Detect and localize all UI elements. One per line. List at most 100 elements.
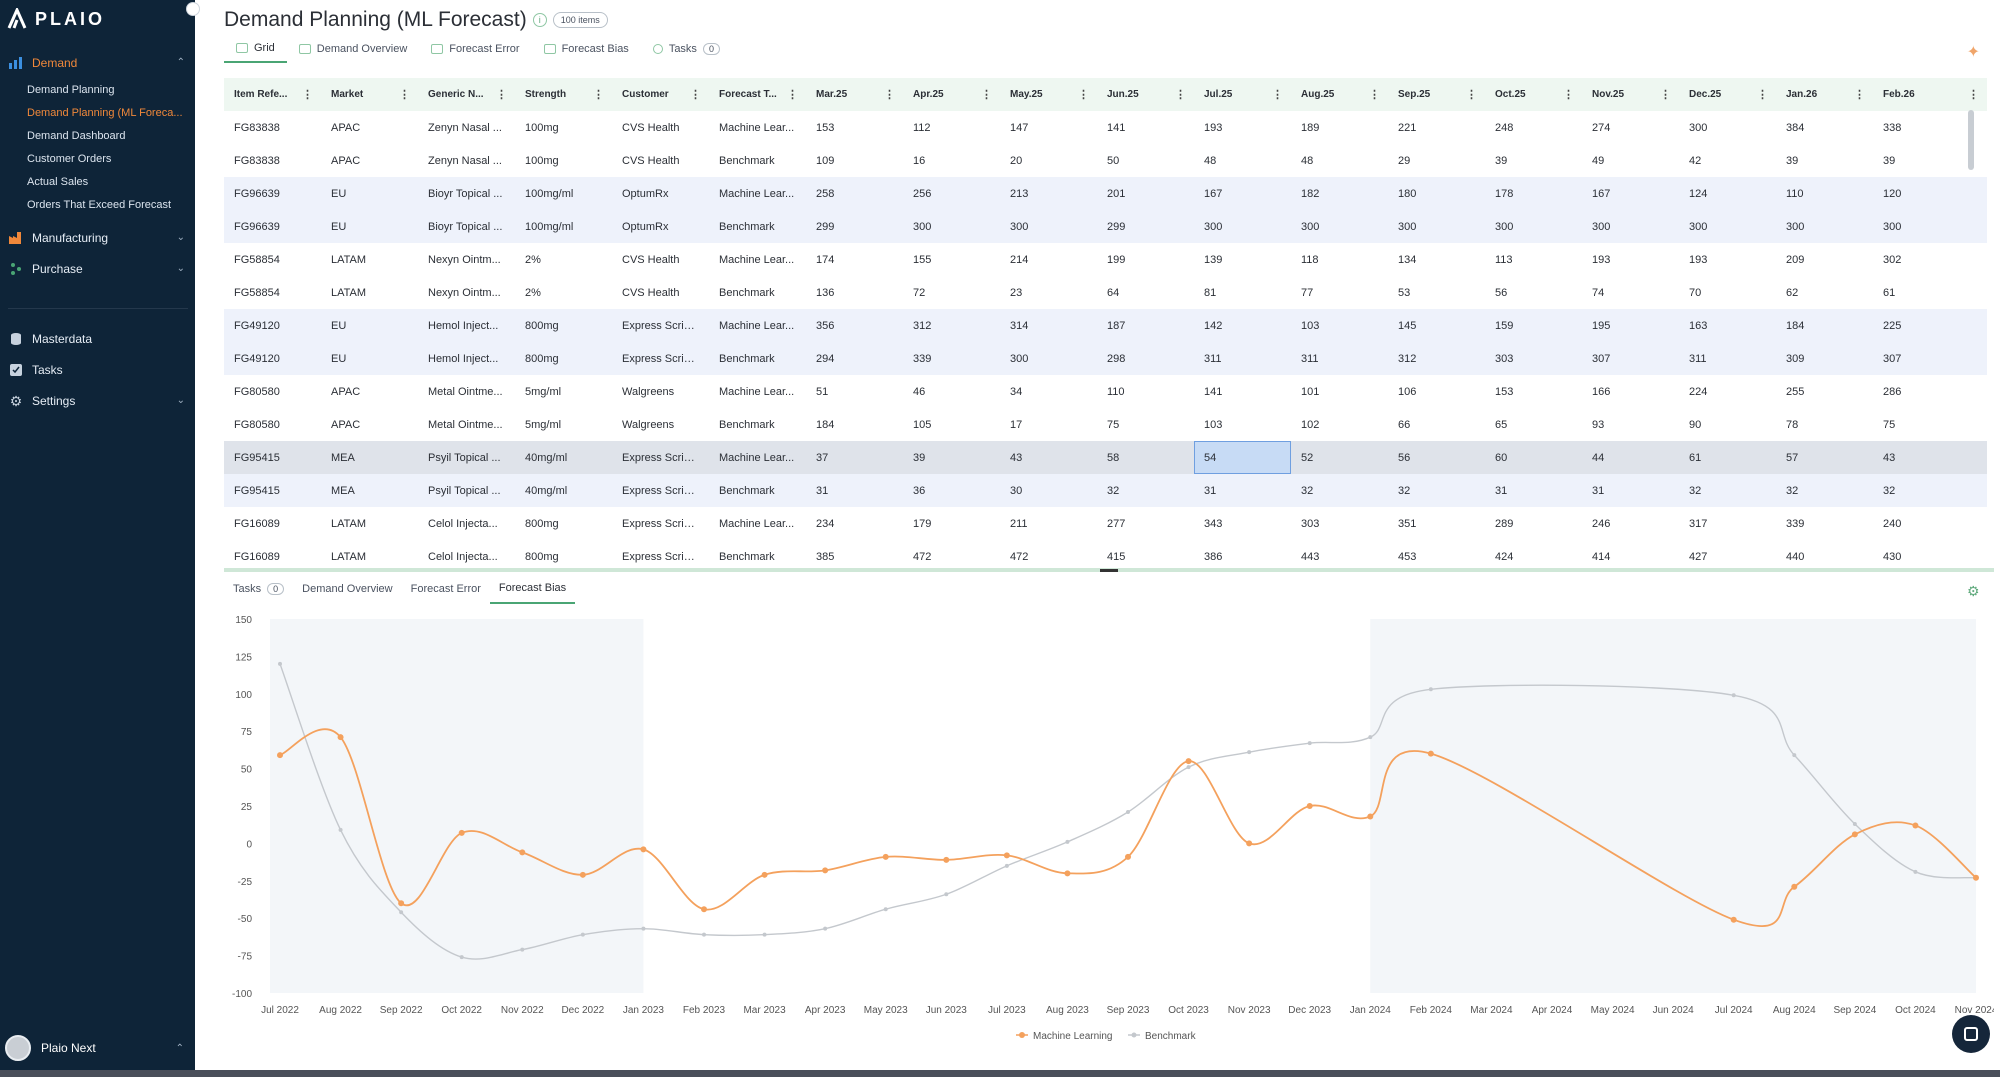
table-cell[interactable]: EU [321,210,418,243]
table-cell[interactable]: 311 [1194,342,1291,375]
table-cell[interactable]: 31 [1194,474,1291,507]
column-header[interactable]: Dec.25 ⋮ [1679,78,1776,111]
table-cell[interactable]: 414 [1592,550,1611,563]
table-cell[interactable]: 120 [1873,177,1987,210]
column-menu-icon[interactable]: ⋮ [981,89,992,101]
table-cell[interactable]: 240 [1883,517,1902,530]
table-cell[interactable]: 147 [1010,121,1029,134]
table-cell[interactable]: FG80580 [234,385,280,398]
table-cell[interactable]: 167 [1582,177,1679,210]
table-cell[interactable]: 312 [1388,342,1485,375]
table-cell[interactable]: 303 [1485,342,1582,375]
table-cell[interactable]: 300 [1485,210,1582,243]
table-cell[interactable]: 246 [1592,517,1611,530]
table-cell[interactable]: CVS Health [622,286,680,299]
table-cell[interactable]: APAC [331,154,361,167]
column-header[interactable]: Aug.25 ⋮ [1291,78,1388,111]
table-cell[interactable]: 307 [1873,342,1987,375]
nav-group-manufacturing[interactable]: Manufacturing ⌄ [0,230,195,246]
table-cell[interactable]: 443 [1301,550,1320,563]
table-cell[interactable]: 178 [1485,177,1582,210]
table-cell[interactable]: Bioyr Topical ... [418,177,515,210]
table-cell[interactable]: 300 [1000,342,1097,375]
table-cell[interactable]: FG80580 [234,418,280,431]
table-cell[interactable]: 277 [1107,517,1126,530]
table-cell[interactable]: 224 [1689,385,1708,398]
table-cell[interactable]: 100mg/ml [515,177,612,210]
table-cell[interactable]: Psyil Topical ... [418,441,515,474]
column-menu-icon[interactable]: ⋮ [399,89,410,101]
table-cell[interactable]: 100mg [525,154,559,167]
table-cell[interactable]: 72 [913,286,926,299]
table-cell[interactable]: FG95415 [224,474,321,507]
table-cell[interactable]: 113 [1495,253,1513,266]
table-cell[interactable]: FG58854 [234,286,280,299]
table-cell[interactable]: 93 [1592,418,1605,431]
table-cell[interactable]: Nexyn Ointm... [428,253,501,266]
column-header[interactable]: Customer ⋮ [612,78,709,111]
table-cell[interactable]: Metal Ointme... [428,418,503,431]
table-cell[interactable]: Benchmark [719,418,775,431]
table-cell[interactable]: 109 [816,154,835,167]
table-cell[interactable]: 5mg/ml [525,418,562,431]
sidebar-item-actual-sales[interactable]: Actual Sales [27,176,89,188]
table-cell[interactable]: Express Scrip... [612,309,709,342]
table-cell[interactable]: 31 [1485,474,1582,507]
table-cell[interactable]: LATAM [331,550,367,563]
table-cell[interactable]: Express Scrip... [622,550,700,563]
chat-button[interactable] [1952,1015,1990,1053]
table-row[interactable]: FG95415 MEA Psyil Topical ... 40mg/ml Expres… [224,474,1987,507]
table-cell[interactable]: 60 [1485,441,1582,474]
table-cell[interactable]: 31 [1582,474,1679,507]
table-cell[interactable]: 56 [1388,441,1485,474]
table-cell[interactable]: Walgreens [622,418,675,431]
table-cell[interactable]: 351 [1398,517,1417,530]
info-icon[interactable]: i [532,13,547,27]
table-cell[interactable]: 311 [1291,342,1388,375]
table-cell[interactable]: 800mg [525,550,559,563]
table-cell[interactable]: 300 [1776,210,1873,243]
table-cell[interactable]: 75 [1107,418,1120,431]
table-cell[interactable]: Psyil Topical ... [418,474,515,507]
table-cell[interactable]: 106 [1398,385,1417,398]
column-header[interactable]: Jun.25 ⋮ [1097,78,1194,111]
table-cell[interactable]: 427 [1689,550,1708,563]
table-row[interactable]: FG49120 EU Hemol Inject... 800mg Express Scr… [224,342,1987,375]
table-cell[interactable]: 78 [1786,418,1799,431]
table-cell[interactable]: OptumRx [612,177,709,210]
table-cell[interactable]: 48 [1204,154,1217,167]
table-cell[interactable]: 30 [1000,474,1097,507]
table-cell[interactable]: 16 [913,154,926,167]
tab-tasks[interactable]: Tasks 0 [641,38,732,63]
table-cell[interactable]: FG49120 [224,342,321,375]
table-cell[interactable]: 2% [525,253,541,266]
table-cell[interactable]: 174 [816,253,835,266]
table-row[interactable]: FG49120 EU Hemol Inject... 800mg Express Scr… [224,309,1987,342]
collapse-sidebar-button[interactable] [186,2,200,16]
table-cell[interactable]: 213 [1000,177,1097,210]
table-cell[interactable]: 300 [1679,210,1776,243]
table-cell[interactable]: APAC [331,121,361,134]
tab-forecast-bias[interactable]: Forecast Bias [532,38,641,63]
table-cell[interactable]: 258 [806,177,903,210]
table-cell[interactable]: 17 [1010,418,1023,431]
table-cell[interactable]: 800mg [515,309,612,342]
table-cell[interactable]: 189 [1301,121,1320,134]
table-cell[interactable]: 118 [1301,253,1319,266]
table-cell[interactable]: 307 [1582,342,1679,375]
table-cell[interactable]: 142 [1194,309,1291,342]
table-cell[interactable]: 234 [816,517,835,530]
table-cell[interactable]: 110 [1107,385,1125,398]
chart-settings-icon[interactable]: ⚙ [1967,583,1980,599]
table-cell[interactable]: 385 [816,550,835,563]
table-cell[interactable]: LATAM [331,286,367,299]
table-cell[interactable]: EU [321,342,418,375]
table-cell[interactable]: 54 [1194,441,1291,474]
table-cell[interactable]: 110 [1776,177,1873,210]
column-header[interactable]: May.25 ⋮ [1000,78,1097,111]
table-cell[interactable]: 300 [903,210,1000,243]
column-menu-icon[interactable]: ⋮ [1563,89,1574,101]
column-header[interactable]: Apr.25 ⋮ [903,78,1000,111]
table-cell[interactable]: 29 [1398,154,1411,167]
table-cell[interactable]: 61 [1679,441,1776,474]
